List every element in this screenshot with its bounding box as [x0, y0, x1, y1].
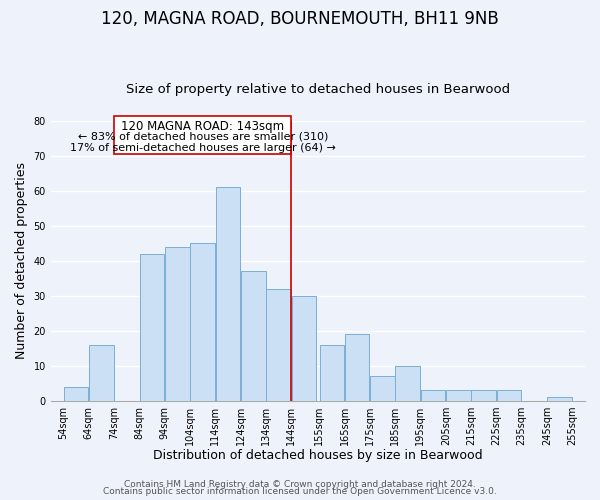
- Text: 120 MAGNA ROAD: 143sqm: 120 MAGNA ROAD: 143sqm: [121, 120, 284, 132]
- Bar: [216, 188, 240, 401]
- FancyBboxPatch shape: [114, 116, 292, 154]
- Text: 17% of semi-detached houses are larger (64) →: 17% of semi-detached houses are larger (…: [70, 143, 335, 153]
- Bar: [320, 345, 344, 401]
- Bar: [292, 296, 316, 401]
- Bar: [395, 366, 420, 401]
- Bar: [345, 334, 370, 401]
- Y-axis label: Number of detached properties: Number of detached properties: [15, 162, 28, 360]
- Title: Size of property relative to detached houses in Bearwood: Size of property relative to detached ho…: [126, 83, 510, 96]
- Bar: [370, 376, 395, 401]
- Bar: [421, 390, 445, 401]
- Bar: [497, 390, 521, 401]
- Text: ← 83% of detached houses are smaller (310): ← 83% of detached houses are smaller (31…: [77, 132, 328, 141]
- Bar: [547, 398, 572, 401]
- Bar: [89, 345, 114, 401]
- X-axis label: Distribution of detached houses by size in Bearwood: Distribution of detached houses by size …: [153, 450, 483, 462]
- Bar: [165, 247, 190, 401]
- Text: 120, MAGNA ROAD, BOURNEMOUTH, BH11 9NB: 120, MAGNA ROAD, BOURNEMOUTH, BH11 9NB: [101, 10, 499, 28]
- Bar: [472, 390, 496, 401]
- Bar: [64, 387, 88, 401]
- Bar: [190, 244, 215, 401]
- Bar: [446, 390, 470, 401]
- Bar: [266, 289, 291, 401]
- Text: Contains public sector information licensed under the Open Government Licence v3: Contains public sector information licen…: [103, 487, 497, 496]
- Bar: [140, 254, 164, 401]
- Text: Contains HM Land Registry data © Crown copyright and database right 2024.: Contains HM Land Registry data © Crown c…: [124, 480, 476, 489]
- Bar: [241, 272, 266, 401]
